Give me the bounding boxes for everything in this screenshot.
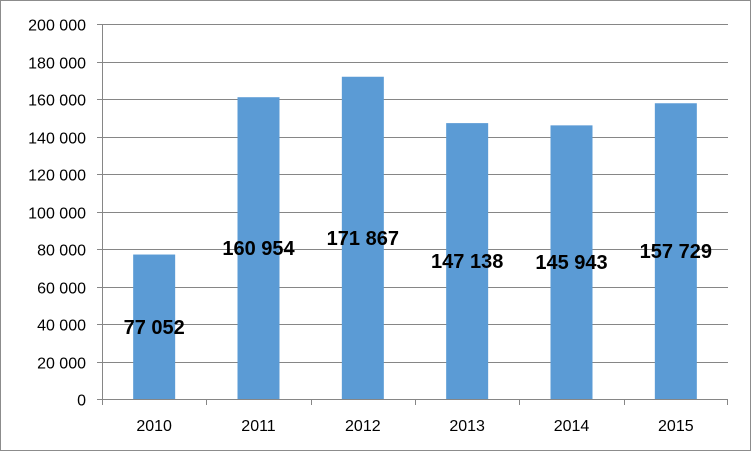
x-tick-label: 2015 [658,418,694,435]
y-tick-label: 120 000 [28,168,86,185]
y-tick-label: 40 000 [37,318,86,335]
bar-2013 [446,123,489,400]
x-tick-label: 2010 [136,418,172,435]
y-tick-label: 140 000 [28,131,86,148]
x-tick-label: 2014 [554,418,590,435]
bar-2012 [341,76,384,399]
data-label: 147 138 [431,251,503,273]
bar-2011 [237,97,280,400]
y-tick-label: 160 000 [28,93,86,110]
data-label: 157 729 [640,241,712,263]
bar-2010 [133,254,176,399]
y-tick-label: 180 000 [28,56,86,73]
y-tick-label: 80 000 [37,243,86,260]
x-tick-label: 2011 [241,418,276,435]
y-tick-label: 200 000 [28,18,86,35]
x-tick-label: 2012 [345,418,381,435]
y-tick-label: 0 [77,393,86,410]
bar-2015 [654,103,697,400]
y-tick-label: 100 000 [28,206,86,223]
y-tick-label: 20 000 [37,356,86,373]
data-label: 171 867 [327,228,399,250]
bar-2014 [550,125,593,399]
x-tick-label: 2013 [449,418,485,435]
data-label: 160 954 [222,238,295,260]
data-label: 77 052 [124,317,185,339]
y-tick-label: 60 000 [37,281,86,298]
data-label: 145 943 [535,252,607,274]
